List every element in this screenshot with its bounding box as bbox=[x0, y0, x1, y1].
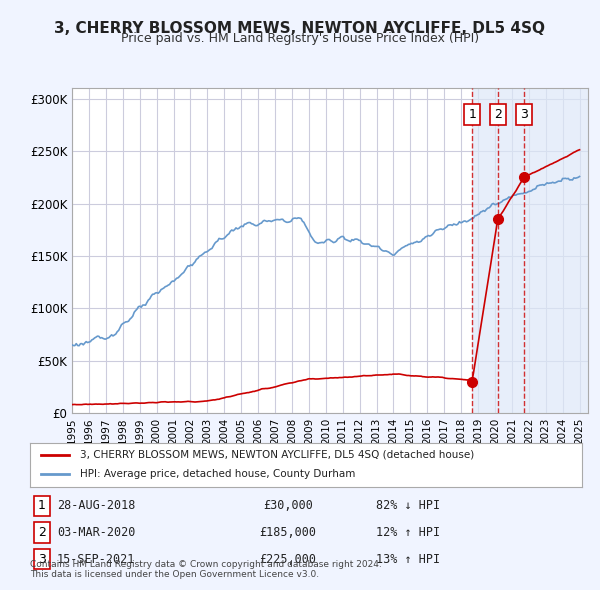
Text: 3: 3 bbox=[520, 108, 528, 121]
Bar bbox=[472, 88, 588, 413]
Text: £185,000: £185,000 bbox=[260, 526, 317, 539]
Text: £225,000: £225,000 bbox=[260, 552, 317, 566]
Text: 82% ↓ HPI: 82% ↓ HPI bbox=[376, 499, 440, 513]
Text: 3: 3 bbox=[38, 552, 46, 566]
Text: 3, CHERRY BLOSSOM MEWS, NEWTON AYCLIFFE, DL5 4SQ (detached house): 3, CHERRY BLOSSOM MEWS, NEWTON AYCLIFFE,… bbox=[80, 450, 474, 460]
Text: 03-MAR-2020: 03-MAR-2020 bbox=[57, 526, 135, 539]
Text: 1: 1 bbox=[38, 499, 46, 513]
Text: 13% ↑ HPI: 13% ↑ HPI bbox=[376, 552, 440, 566]
Text: 28-AUG-2018: 28-AUG-2018 bbox=[57, 499, 135, 513]
Text: £30,000: £30,000 bbox=[263, 499, 313, 513]
Text: Contains HM Land Registry data © Crown copyright and database right 2024.
This d: Contains HM Land Registry data © Crown c… bbox=[30, 560, 382, 579]
Text: HPI: Average price, detached house, County Durham: HPI: Average price, detached house, Coun… bbox=[80, 470, 355, 479]
Text: 15-SEP-2021: 15-SEP-2021 bbox=[57, 552, 135, 566]
Text: 1: 1 bbox=[468, 108, 476, 121]
Text: 2: 2 bbox=[38, 526, 46, 539]
Text: 2: 2 bbox=[494, 108, 502, 121]
Text: 3, CHERRY BLOSSOM MEWS, NEWTON AYCLIFFE, DL5 4SQ: 3, CHERRY BLOSSOM MEWS, NEWTON AYCLIFFE,… bbox=[55, 21, 545, 35]
Text: Price paid vs. HM Land Registry's House Price Index (HPI): Price paid vs. HM Land Registry's House … bbox=[121, 32, 479, 45]
Text: 12% ↑ HPI: 12% ↑ HPI bbox=[376, 526, 440, 539]
